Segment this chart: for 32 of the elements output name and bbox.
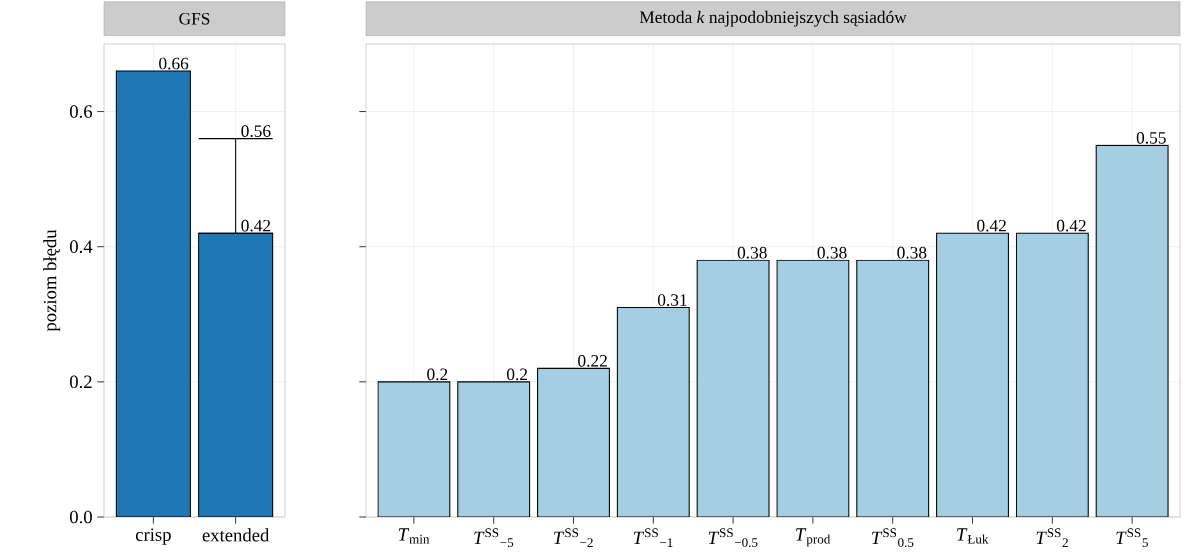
annotation: 0.56 xyxy=(241,125,271,138)
chart-title: Metoda k najpodobniejszych sąsiadów xyxy=(639,10,907,27)
x-tick-label: T$_{prod}$ xyxy=(796,528,831,547)
y-tick-label: 0.6 xyxy=(70,105,93,118)
x-tick-label: T$^{SS}$−2 xyxy=(554,528,593,547)
x-tick-label: T$^{SS}$0.5 xyxy=(872,528,914,548)
data-label: 0.2 xyxy=(427,368,448,381)
x-tick-label: T$^{SS}$2 xyxy=(1036,528,1068,547)
y-tick-label: 0.2 xyxy=(70,375,92,389)
data-label: 0.38 xyxy=(817,246,847,259)
data-label: 0.42 xyxy=(241,219,271,232)
x-tick-label: T$^{SS}$−5 xyxy=(474,528,514,547)
data-label: 0.38 xyxy=(897,246,927,259)
x-tick-label: T$^{SS}$−0.5 xyxy=(708,528,758,548)
x-tick-label: T$_{Łuk}$ xyxy=(957,528,989,544)
data-label: 0.66 xyxy=(159,57,189,70)
y-axis-title: poziom błędu xyxy=(43,229,61,332)
y-tick-label: 0.0 xyxy=(70,510,92,524)
data-label: 0.38 xyxy=(737,246,767,259)
x-tick-label: T$^{SS}$5 xyxy=(1116,528,1148,547)
data-label: 0.55 xyxy=(1136,131,1166,144)
data-label: 0.22 xyxy=(578,354,607,367)
data-label: 0.2 xyxy=(507,368,528,381)
x-tick-label: T$_{min}$ xyxy=(398,528,430,544)
x-tick-label: extended xyxy=(202,528,270,542)
data-label: 0.31 xyxy=(657,294,687,306)
data-label: 0.42 xyxy=(1056,219,1086,232)
chart-title: GFS xyxy=(179,12,210,25)
x-tick-label: T$^{SS}$−1 xyxy=(633,528,673,547)
data-label: 0.42 xyxy=(977,219,1006,232)
x-tick-label: crisp xyxy=(135,528,171,545)
y-tick-label: 0.4 xyxy=(70,240,93,254)
